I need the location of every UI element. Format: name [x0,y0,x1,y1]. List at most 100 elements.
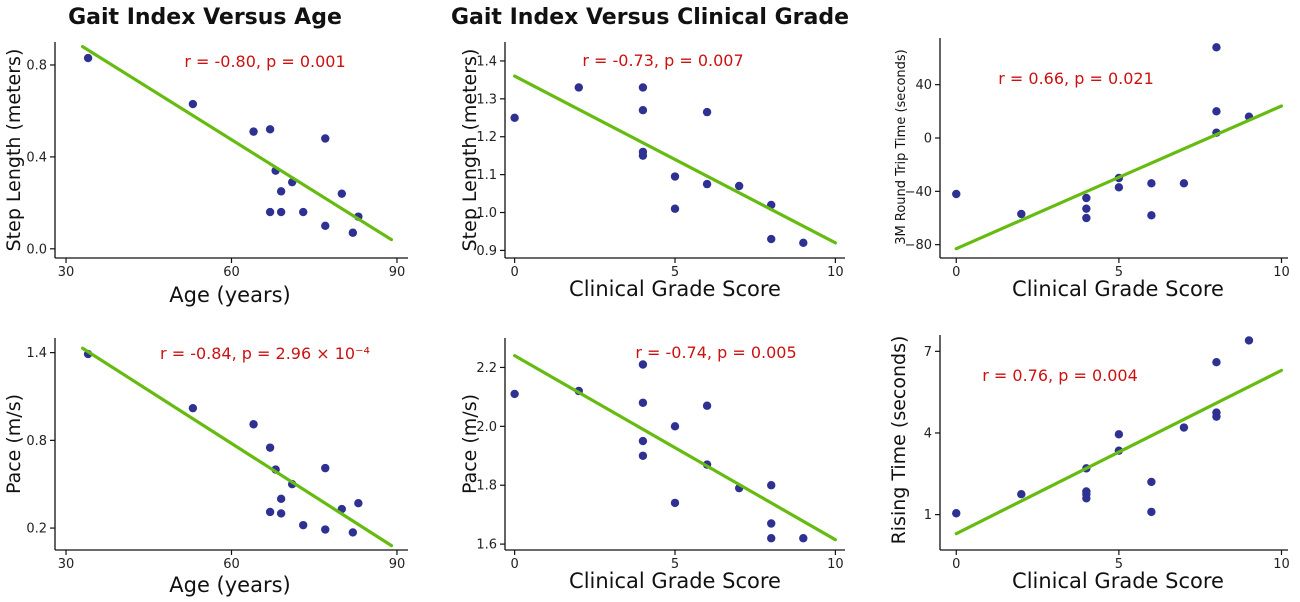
data-point [276,494,286,504]
y-tick-label: 0.2 [26,522,47,537]
data-point [767,234,776,244]
y-tick-label: 7 [924,345,932,360]
x-tick-label: 0 [952,265,960,280]
regression-line [954,104,1284,251]
data-point [1244,336,1254,345]
data-point [638,151,648,160]
y-tick-label: 1 [924,508,932,523]
data-point [1017,209,1026,219]
data-point [1114,430,1124,439]
data-point [1212,412,1221,421]
y-tick-label: 1.3 [476,92,497,107]
data-point [348,528,358,537]
data-point [1114,183,1124,192]
data-point [188,403,198,413]
data-point [276,187,286,196]
data-point [799,238,808,248]
y-tick-label: 1.8 [476,479,497,494]
data-point [265,125,275,134]
x-axis-label: Clinical Grade Score [1012,569,1224,593]
data-point [1212,358,1221,367]
data-point [1147,477,1156,487]
data-point [767,534,776,543]
x-tick-label: 90 [389,557,406,572]
x-tick-label: 0 [510,557,518,572]
data-point [276,509,286,518]
y-tick-label: 1.4 [476,54,497,69]
x-tick-label: 10 [1273,265,1290,280]
data-point [638,360,648,369]
data-point [321,221,330,231]
data-point [1082,204,1091,213]
y-tick-label: 1.0 [476,206,497,221]
x-tick-label: 10 [827,557,844,572]
data-point [767,519,776,528]
regression-line [80,44,394,242]
y-tick-label: 1.6 [476,538,497,553]
x-tick-label: 90 [389,265,406,280]
y-tick-label: 1.4 [26,346,47,361]
data-point [952,189,961,199]
y-tick-label: 0 [924,132,932,147]
data-point [1212,43,1221,52]
data-point [510,389,519,399]
x-tick-label: 0 [952,557,960,572]
data-point [638,451,648,460]
x-axis-label: Age (years) [169,283,290,307]
data-point [265,207,275,217]
x-tick-label: 30 [58,265,75,280]
data-point [638,398,648,407]
heading-middle: Gait Index Versus Clinical Grade [451,5,849,30]
data-point [702,107,712,117]
y-tick-label: 0.4 [26,150,47,165]
data-point [354,499,363,508]
data-point [767,481,776,490]
correlation-annotation: r = -0.73, p = 0.007 [582,51,743,70]
y-tick-label: 0.8 [26,434,47,449]
data-point [299,207,308,217]
data-point [321,134,330,143]
x-tick-label: 5 [671,557,679,572]
y-axis-label: Step Length (meters) [459,49,481,252]
x-tick-label: 5 [1115,265,1123,280]
data-point [1082,193,1091,203]
data-point [1212,107,1221,116]
regression-line [954,368,1284,536]
x-tick-label: 5 [1115,557,1123,572]
y-axis-label: Pace (m/s) [3,394,25,494]
data-point [265,443,275,452]
x-tick-label: 60 [223,265,240,280]
data-point [299,520,308,530]
data-point [638,106,648,115]
x-axis-label: Age (years) [169,573,290,597]
data-point [83,53,93,63]
y-tick-label: 2.2 [476,361,497,376]
chart-panel-4: 30 60 90 0.2 0.8 1.4 Age (years) Pace (m/s) r = … [3,338,408,597]
y-tick-label: −40 [905,185,932,200]
y-tick-label: 1.1 [476,168,497,183]
regression-line [513,74,837,245]
heading-left: Gait Index Versus Age [68,5,342,30]
chart-panel-6: 0 5 10 1 4 7 Clinical Grade Score Rising Time (… [888,335,1290,593]
y-tick-label: 4 [924,426,932,441]
data-point [337,189,347,198]
data-point [734,181,744,191]
data-point [188,99,198,109]
data-point [249,420,258,429]
data-point [574,83,583,92]
data-point [1017,490,1026,499]
data-point [1179,423,1189,432]
x-axis-label: Clinical Grade Score [569,569,781,593]
x-tick-label: 10 [827,265,844,280]
data-point [638,436,648,446]
data-point [1179,179,1189,188]
x-axis-label: Clinical Grade Score [1012,277,1224,301]
x-tick-label: 10 [1273,557,1290,572]
y-axis-label: Rising Time (seconds) [888,336,910,545]
y-axis-label: Step Length (meters) [3,49,25,252]
data-point [276,207,286,217]
data-point [348,228,358,237]
chart-panel-5: 0 5 10 1.6 1.8 2.0 2.2 Clinical Grade Score Pace… [459,338,845,593]
y-tick-label: −80 [905,238,932,253]
